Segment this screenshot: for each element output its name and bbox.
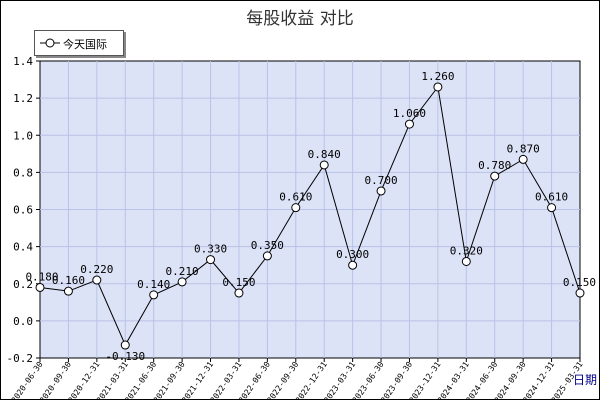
data-label: 1.260 (421, 70, 454, 83)
data-label: 0.330 (194, 243, 227, 256)
data-label: 0.780 (478, 159, 511, 172)
data-point (262, 251, 272, 261)
y-axis: -0.2 0.0 0.2 0.4 0.6 0.8 1.0 1.2 1.4 (7, 55, 40, 365)
data-label: 0.150 (222, 276, 255, 289)
data-label: 0.160 (52, 274, 85, 287)
y-tick-label: 1.0 (13, 129, 33, 142)
data-point (547, 203, 557, 213)
data-point (575, 288, 585, 298)
data-label: 0.350 (251, 239, 284, 252)
data-point (461, 256, 471, 266)
data-point (291, 203, 301, 213)
legend: 今天国际 (34, 30, 124, 56)
data-label: 0.700 (364, 174, 397, 187)
data-point (348, 260, 358, 270)
legend-label: 今天国际 (63, 38, 107, 51)
y-tick-label: 0.8 (13, 166, 33, 179)
data-point (518, 154, 528, 164)
y-tick-label: 0.4 (13, 241, 33, 254)
data-label: 0.610 (535, 191, 568, 204)
data-point (63, 286, 73, 296)
data-point (376, 186, 386, 196)
data-label: 0.180 (25, 270, 58, 283)
x-axis-label: 日期 (573, 373, 597, 387)
data-label: 0.610 (279, 191, 312, 204)
y-tick-label: 1.2 (13, 92, 33, 105)
data-label: 0.140 (137, 278, 170, 291)
data-label: 0.300 (336, 248, 369, 261)
data-point (490, 171, 500, 181)
data-point (177, 277, 187, 287)
y-tick-label: 1.4 (13, 55, 33, 68)
data-label: 0.220 (80, 263, 113, 276)
data-label: -0.130 (105, 350, 145, 363)
y-tick-label: 0.6 (13, 204, 33, 217)
data-label: 1.060 (393, 107, 426, 120)
data-label: 0.840 (308, 148, 341, 161)
data-label: 0.210 (166, 265, 199, 278)
data-point (35, 282, 45, 292)
data-point (404, 119, 414, 129)
data-point (149, 290, 159, 300)
chart-title: 每股收益 对比 (246, 9, 354, 29)
data-point (234, 288, 244, 298)
data-label: 0.320 (450, 244, 483, 257)
y-tick-label: 0.2 (13, 278, 33, 291)
x-axis: 2020-06-302020-09-302020-12-312021-03-31… (10, 358, 585, 400)
x-tick-label: 2020-06-30 (10, 360, 45, 400)
data-label: 0.150 (563, 276, 596, 289)
data-point (319, 160, 329, 170)
data-label: 0.870 (507, 142, 540, 155)
series-line (39, 85, 581, 347)
y-tick-label: -0.2 (7, 352, 34, 365)
grid-lines (40, 61, 580, 358)
data-point (92, 275, 102, 285)
data-point (206, 255, 216, 265)
data-point (120, 340, 130, 350)
data-point (433, 82, 443, 92)
y-tick-label: 0.0 (13, 315, 33, 328)
legend-swatch (40, 38, 60, 48)
